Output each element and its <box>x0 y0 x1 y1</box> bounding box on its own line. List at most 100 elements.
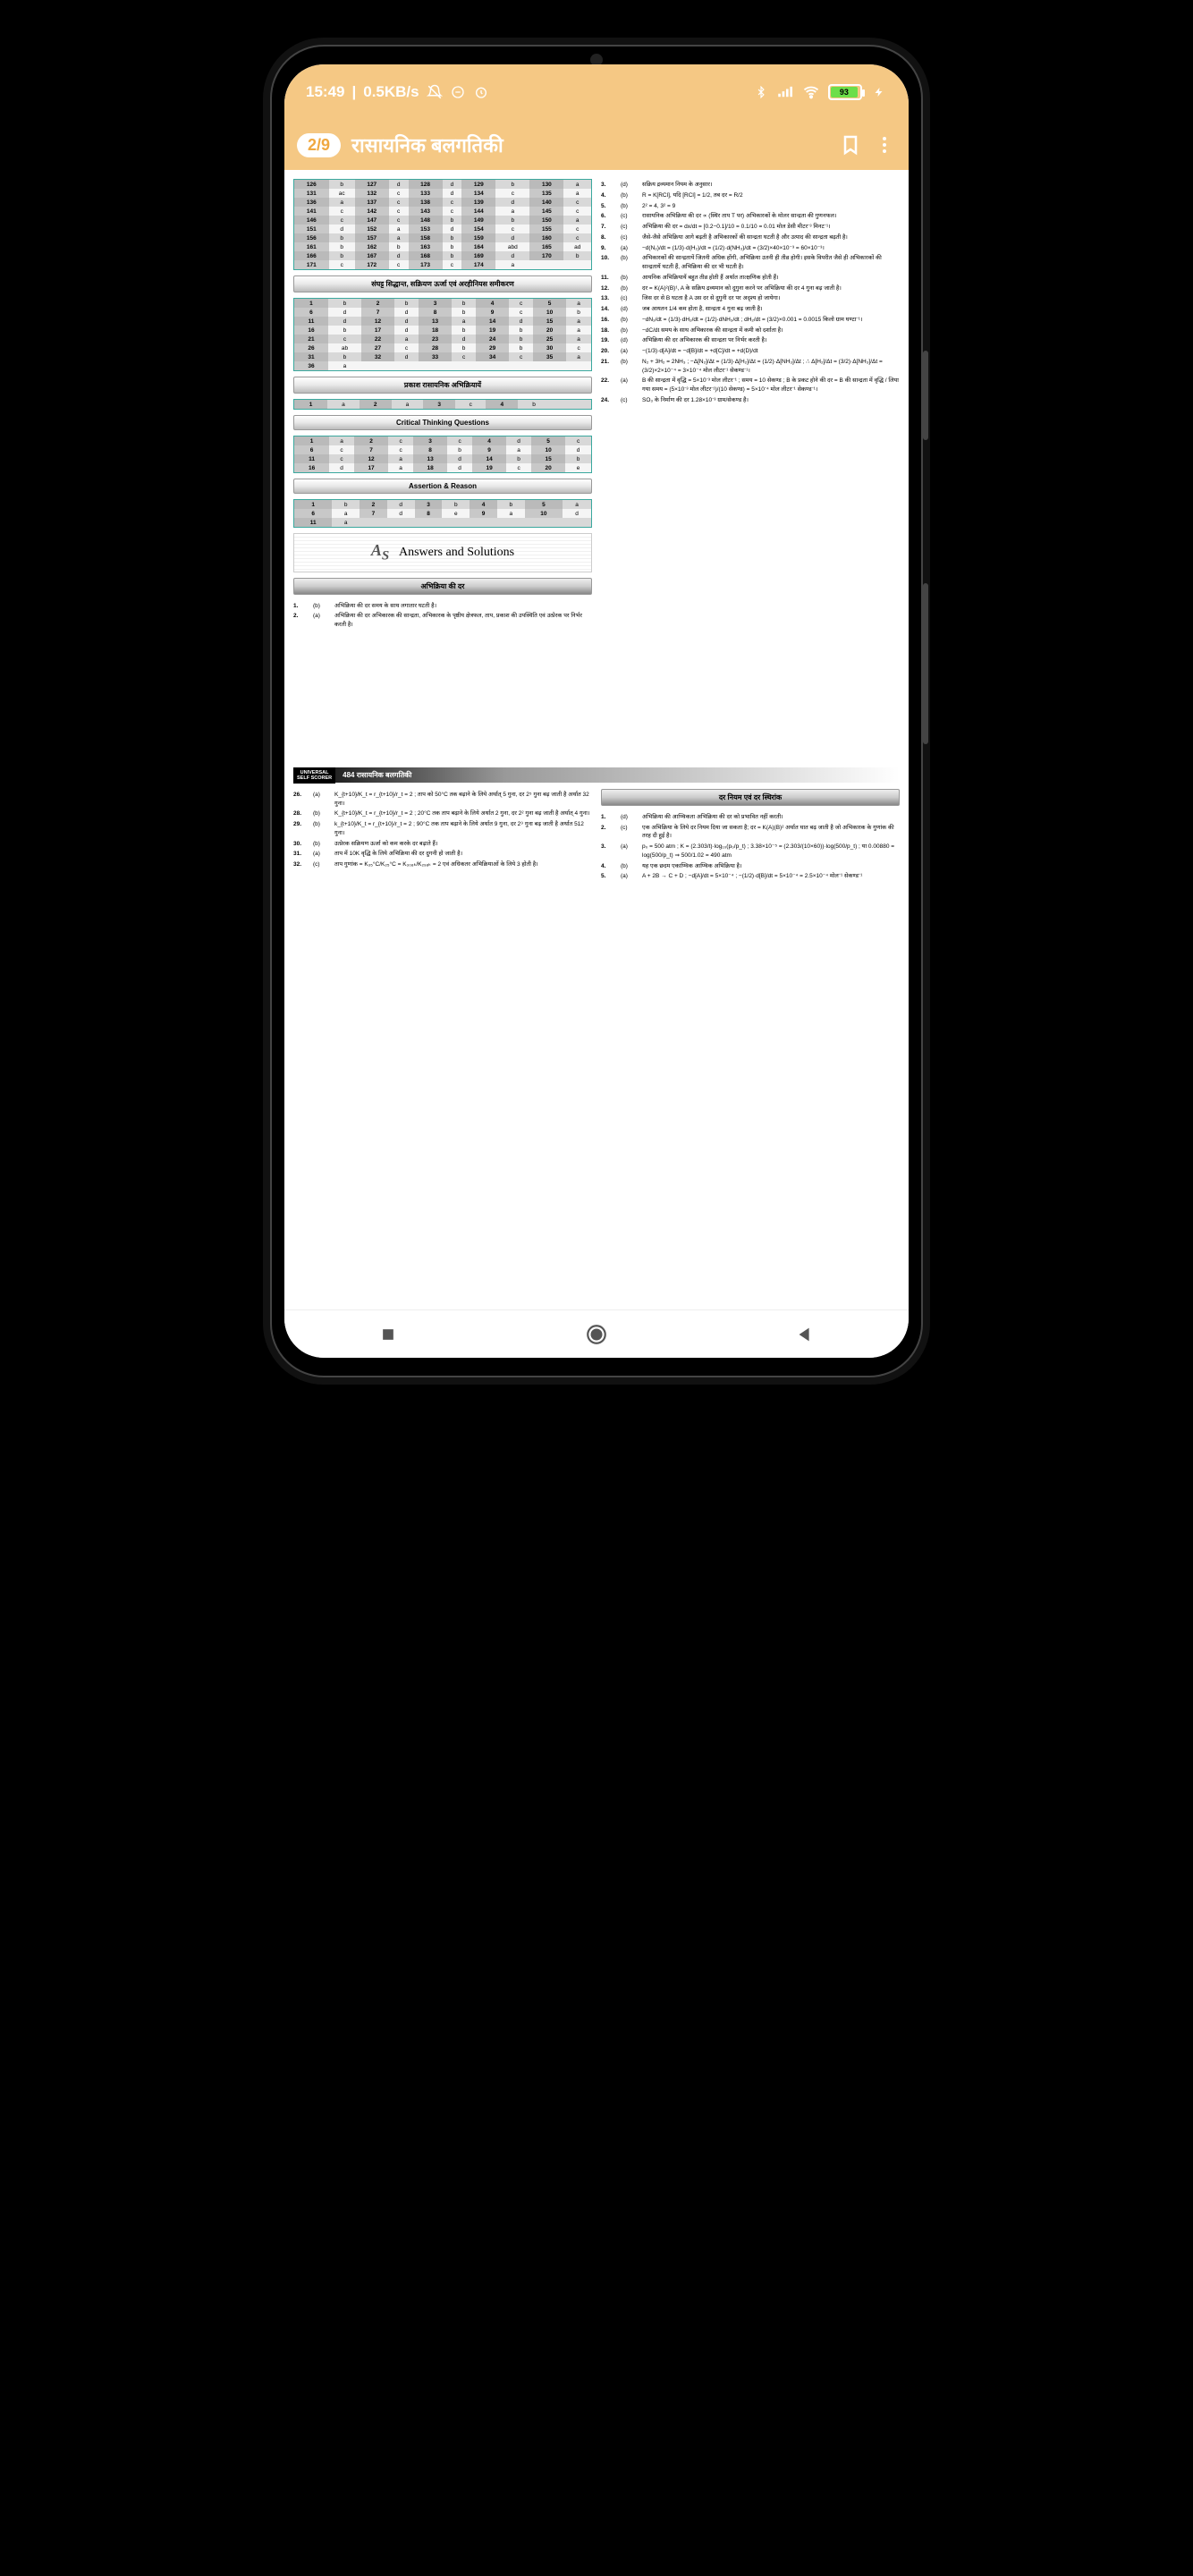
page2-left-qa: 26.(a)K_{t+10}/K_t = r_{t+10}/r_t = 2 ; … <box>293 789 592 871</box>
answer-qnum <box>415 518 443 528</box>
answer-qnum: 16 <box>294 326 328 335</box>
answers-solutions-banner: AS Answers and Solutions <box>293 533 592 572</box>
back-button[interactable] <box>791 1321 818 1348</box>
answer-choice: b <box>495 216 529 225</box>
answer-choice: d <box>447 463 472 473</box>
qa-text: K_{t+10}/K_t = r_{t+10}/r_t = 2 ; 20°C त… <box>334 809 592 818</box>
answer-choice: c <box>443 198 462 207</box>
qa-line: 10.(b)अभिकारकों की सान्द्रतायें जितनी अध… <box>601 254 900 272</box>
answer-qnum: 24 <box>476 335 509 343</box>
section-title: Critical Thinking Questions <box>293 415 592 430</box>
qa-text: अभिक्रिया की दर अभिकारक की सान्द्रता पर … <box>642 336 900 345</box>
answer-qnum: 2 <box>360 500 387 510</box>
recent-apps-button[interactable] <box>375 1321 402 1348</box>
answer-qnum: 150 <box>529 216 563 225</box>
answer-qnum: 170 <box>529 251 563 260</box>
qa-option: (a) <box>621 377 637 394</box>
answer-qnum: 3 <box>423 400 455 410</box>
qa-text: −(1/3)·d[A]/dt = −d[B]/dt = +d[C]/dt = +… <box>642 347 900 356</box>
answer-choice: a <box>566 335 591 343</box>
answer-qnum <box>525 518 563 528</box>
answer-choice: b <box>509 326 533 335</box>
answer-qnum <box>470 518 497 528</box>
answer-choice: d <box>443 180 462 190</box>
qa-text: जैसे-जैसे अभिक्रिया आगे बढ़ती है अभिकारक… <box>642 233 900 242</box>
status-separator: | <box>351 83 356 101</box>
answer-choice: c <box>563 225 591 233</box>
section-title: संघट्ट सिद्धान्त, सक्रियण ऊर्जा एवं अरही… <box>293 275 592 292</box>
answer-qnum: 6 <box>294 308 328 317</box>
answer-qnum <box>529 260 563 270</box>
dnd-icon <box>450 84 466 100</box>
right-column-2: दर नियम एवं दर स्थिरांक 1.(d)अभिक्रिया क… <box>601 789 900 883</box>
answer-qnum: 15 <box>533 317 566 326</box>
answer-choice: b <box>452 326 476 335</box>
answer-qnum: 160 <box>529 233 563 242</box>
qa-line: 13.(c)जिस दर से B घटता है A उस दर से दुग… <box>601 294 900 303</box>
qa-text: ताप गुणांक = K₃₅°C/K₂₅°C = K₃₀₈ₖ/K₂₉₈ₖ =… <box>334 860 592 869</box>
answer-qnum: 172 <box>355 260 389 270</box>
section-title: Assertion & Reason <box>293 479 592 494</box>
answer-choice: a <box>563 500 591 510</box>
answer-qnum: 3 <box>413 436 447 446</box>
answer-qnum: 20 <box>533 326 566 335</box>
answer-choice: d <box>495 233 529 242</box>
qa-option: (a) <box>621 872 637 881</box>
answer-choice: d <box>329 225 355 233</box>
qa-option: (c) <box>313 860 329 869</box>
answer-qnum: 17 <box>361 326 394 335</box>
bookmark-button[interactable] <box>839 133 862 157</box>
answer-qnum: 11 <box>294 454 330 463</box>
answer-choice: b <box>565 454 591 463</box>
answer-qnum: 36 <box>294 361 328 371</box>
qa-line: 6.(c)रासायनिक अभिक्रिया की दर ∝ (स्थिर त… <box>601 212 900 221</box>
answer-choice: ac <box>329 189 355 198</box>
answer-qnum: 139 <box>461 198 495 207</box>
answer-choice: d <box>389 251 409 260</box>
qa-option: (c) <box>621 223 637 232</box>
qa-number: 32. <box>293 860 308 869</box>
qa-line: 4.(b)R = K[RCl], यदि [RCl] = 1/2, तब दर … <box>601 191 900 200</box>
qa-number: 28. <box>293 809 308 818</box>
qa-number: 16. <box>601 316 615 325</box>
qa-number: 2. <box>601 824 615 842</box>
answer-qnum: 20 <box>531 463 565 473</box>
qa-line: 24.(c)SO₃ के निर्माण की दर 1.28×10⁻³ ग्र… <box>601 396 900 405</box>
answer-choice: b <box>566 308 591 317</box>
answer-qnum: 168 <box>409 251 443 260</box>
answer-table-1: 126b127d128d129b130a131ac132c133d134c135… <box>293 179 592 270</box>
answer-choice: c <box>389 216 409 225</box>
document-viewer[interactable]: 126b127d128d129b130a131ac132c133d134c135… <box>284 170 909 1309</box>
doc-page-1: 126b127d128d129b130a131ac132c133d134c135… <box>284 170 909 640</box>
answer-qnum: 7 <box>361 308 394 317</box>
answer-choice: c <box>394 343 419 352</box>
answer-qnum <box>361 361 394 371</box>
answer-qnum: 164 <box>461 242 495 251</box>
qa-option: (d) <box>621 336 637 345</box>
answer-choice: d <box>394 352 419 361</box>
answer-choice: d <box>328 317 361 326</box>
answer-choice: d <box>443 189 462 198</box>
qa-text: उत्प्रेरक सक्रियण ऊर्जा को कम करके दर बढ… <box>334 840 592 849</box>
more-button[interactable] <box>873 133 896 157</box>
qa-line: 29.(b)k_{t+10}/K_t = r_{t+10}/r_t = 2 ; … <box>293 820 592 838</box>
home-button[interactable] <box>583 1321 610 1348</box>
answer-choice: d <box>495 198 529 207</box>
answer-qnum: 132 <box>355 189 389 198</box>
qa-option: (a) <box>621 244 637 253</box>
answer-qnum: 11 <box>294 317 328 326</box>
answer-qnum: 35 <box>533 352 566 361</box>
answer-choice: b <box>452 299 476 309</box>
badge-line1: UNIVERSAL <box>297 770 332 775</box>
answer-qnum: 138 <box>409 198 443 207</box>
answer-qnum <box>419 361 452 371</box>
answer-choice: a <box>332 509 360 518</box>
battery-percent: 93 <box>831 87 858 97</box>
answer-qnum: 159 <box>461 233 495 242</box>
answer-choice: a <box>388 463 413 473</box>
qa-option: (b) <box>313 602 329 611</box>
answer-qnum: 22 <box>361 335 394 343</box>
answer-choice: ​ <box>563 260 591 270</box>
answer-choice: c <box>565 436 591 446</box>
answer-choice: b <box>443 242 462 251</box>
